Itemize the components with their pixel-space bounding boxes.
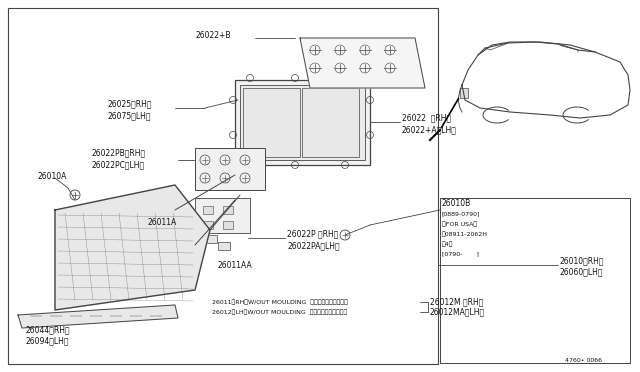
Bar bbox=[195, 198, 250, 233]
Text: 26025〈RH〉: 26025〈RH〉 bbox=[108, 99, 152, 109]
Text: 26094〈LH〉: 26094〈LH〉 bbox=[25, 337, 68, 346]
Text: 26010A: 26010A bbox=[38, 171, 67, 180]
Text: 26022+A〈LH〉: 26022+A〈LH〉 bbox=[402, 125, 457, 135]
Text: ⓜ08911-2062H: ⓜ08911-2062H bbox=[442, 231, 488, 237]
Text: 26012〈LH〉W/OUT MOULDING  （モールディング無）: 26012〈LH〉W/OUT MOULDING （モールディング無） bbox=[212, 309, 348, 315]
Text: 26022PA〈LH〉: 26022PA〈LH〉 bbox=[287, 241, 340, 250]
Text: 26010〈RH〉: 26010〈RH〉 bbox=[560, 257, 605, 266]
Bar bbox=[235, 80, 370, 165]
Bar bbox=[302, 88, 359, 157]
Bar bbox=[8, 8, 438, 364]
Bar bbox=[218, 242, 230, 250]
Polygon shape bbox=[55, 185, 210, 310]
Polygon shape bbox=[300, 38, 425, 88]
Bar bbox=[223, 221, 233, 229]
Text: [0790-       ]: [0790- ] bbox=[442, 251, 479, 257]
Bar bbox=[460, 88, 468, 98]
Bar bbox=[440, 198, 630, 363]
Text: 26022  〈RH〉: 26022 〈RH〉 bbox=[402, 113, 451, 122]
Text: 26044〈RH〉: 26044〈RH〉 bbox=[25, 326, 70, 334]
Text: 26011A: 26011A bbox=[148, 218, 177, 227]
Text: 26012MA〈LH〉: 26012MA〈LH〉 bbox=[430, 308, 485, 317]
Text: 26060〈LH〉: 26060〈LH〉 bbox=[560, 267, 604, 276]
Text: （4）: （4） bbox=[442, 241, 454, 247]
Bar bbox=[203, 206, 213, 214]
Text: 26022P 〈RH〉: 26022P 〈RH〉 bbox=[287, 230, 339, 238]
Text: 26011AA: 26011AA bbox=[218, 260, 253, 269]
Text: 26010B: 26010B bbox=[442, 199, 471, 208]
Bar bbox=[195, 148, 265, 190]
Bar bbox=[223, 206, 233, 214]
Text: 26012M 〈RH〉: 26012M 〈RH〉 bbox=[430, 298, 483, 307]
Text: （FOR USA）: （FOR USA） bbox=[442, 221, 477, 227]
Bar bbox=[203, 221, 213, 229]
Text: 26022+B: 26022+B bbox=[196, 31, 232, 39]
Text: [0889-0790]: [0889-0790] bbox=[442, 212, 481, 217]
Text: 26075〈LH〉: 26075〈LH〉 bbox=[108, 112, 152, 121]
Text: 26022PB〈RH〉: 26022PB〈RH〉 bbox=[92, 148, 146, 157]
Polygon shape bbox=[18, 305, 178, 328]
Text: 26022PC〈LH〉: 26022PC〈LH〉 bbox=[92, 160, 145, 170]
Text: 26011〈RH〉W/OUT MOULDING  （モールディング無）: 26011〈RH〉W/OUT MOULDING （モールディング無） bbox=[212, 299, 348, 305]
Bar bbox=[240, 85, 365, 160]
Bar bbox=[243, 88, 300, 157]
Text: 4760• 0066: 4760• 0066 bbox=[565, 357, 602, 362]
Bar bbox=[205, 235, 217, 243]
